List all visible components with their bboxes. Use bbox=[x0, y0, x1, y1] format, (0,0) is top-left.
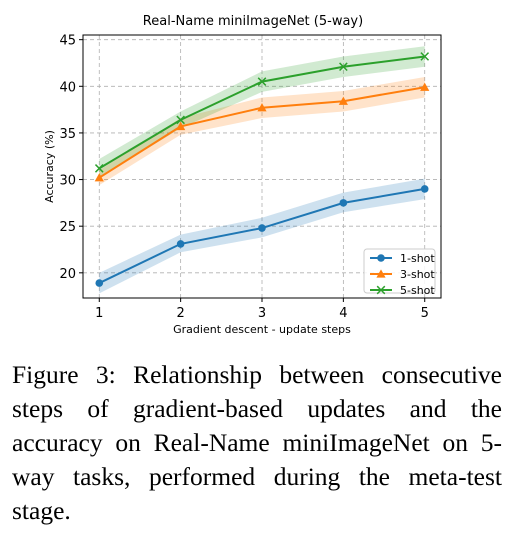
legend: 1-shot 3-shot 5-shot bbox=[363, 248, 436, 297]
chart: Real-Name miniImageNet (5-way) 1 2 3 4 52025… bbox=[43, 14, 442, 336]
point-1-shot bbox=[176, 240, 185, 248]
legend-marker-5-shot bbox=[376, 285, 386, 295]
point-1-shot bbox=[258, 224, 266, 232]
y-tick-label: 25 bbox=[59, 220, 76, 235]
point-5-shot bbox=[420, 52, 430, 61]
legend-marker-1-shot bbox=[377, 254, 385, 262]
figure-caption: Figure 3: Relationship between consecuti… bbox=[12, 360, 502, 525]
x-tick-label: 3 bbox=[258, 306, 266, 321]
point-1-shot bbox=[339, 199, 348, 207]
y-tick-label: 45 bbox=[59, 34, 76, 49]
legend-label-1-shot: 1-shot bbox=[400, 252, 435, 265]
x-tick-label: 1 bbox=[95, 306, 103, 321]
legend-marker-3-shot bbox=[376, 269, 386, 278]
x-tick-label: 2 bbox=[176, 306, 184, 321]
point-5-shot bbox=[339, 62, 348, 72]
point-3-shot bbox=[338, 96, 348, 105]
y-tick-label: 30 bbox=[59, 174, 76, 189]
point-3-shot bbox=[420, 82, 430, 91]
point-3-shot bbox=[257, 103, 267, 112]
x-axis-title: Gradient descent - update steps bbox=[173, 323, 351, 336]
point-5-shot bbox=[176, 115, 185, 125]
x-tick-label: 4 bbox=[339, 306, 347, 321]
point-3-shot bbox=[94, 173, 104, 182]
band-1-shot bbox=[99, 178, 425, 294]
chart-title: Real-Name miniImageNet (5-way) bbox=[143, 14, 363, 29]
x-tick-label: 5 bbox=[421, 306, 429, 321]
y-tick-label: 35 bbox=[59, 127, 76, 142]
legend-label-3-shot: 3-shot bbox=[400, 268, 435, 281]
point-5-shot bbox=[94, 164, 104, 173]
y-tick-label: 20 bbox=[59, 267, 76, 282]
point-1-shot bbox=[420, 185, 429, 193]
y-tick-label: 40 bbox=[59, 80, 76, 95]
point-1-shot bbox=[95, 279, 104, 287]
legend-label-5-shot: 5-shot bbox=[400, 284, 435, 297]
point-5-shot bbox=[257, 77, 267, 86]
y-axis-title: Accuracy (%) bbox=[43, 130, 56, 203]
series-markers bbox=[94, 52, 430, 287]
band-5-shot bbox=[99, 46, 425, 178]
point-3-shot bbox=[176, 121, 186, 131]
